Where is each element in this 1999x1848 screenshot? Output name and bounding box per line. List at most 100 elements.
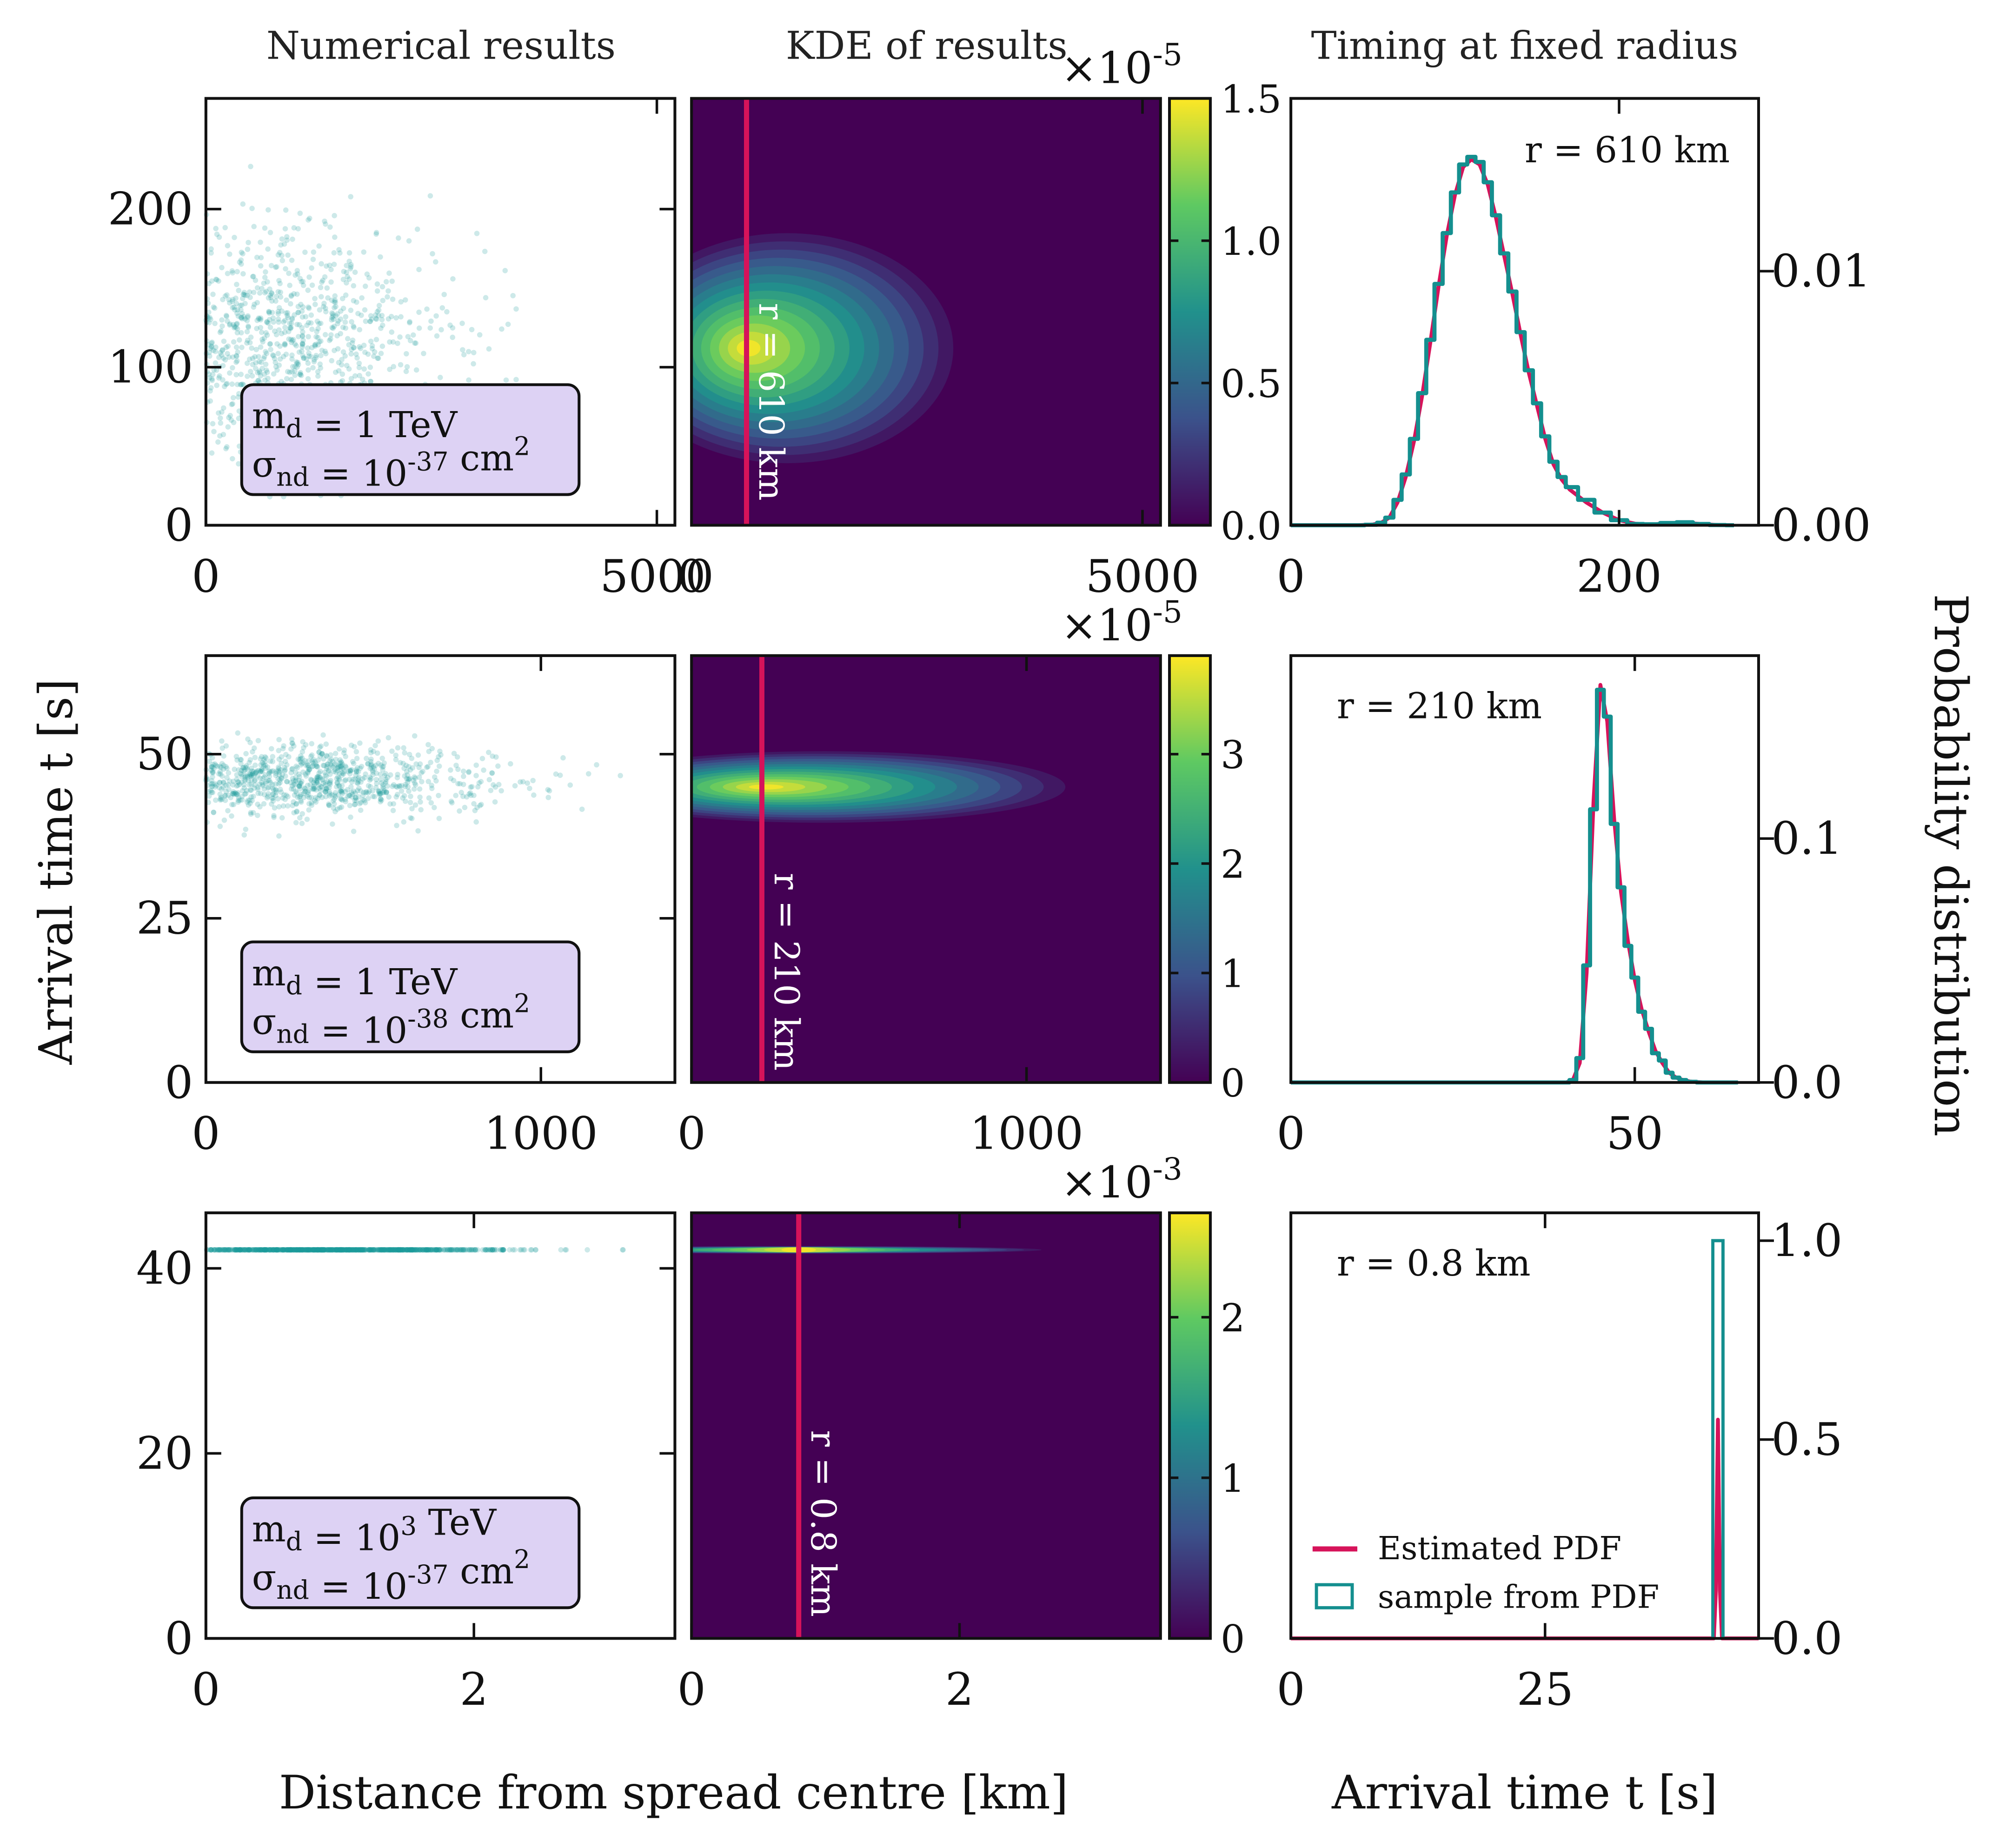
scatter-point xyxy=(255,378,261,384)
scatter-point xyxy=(323,741,329,747)
scatter-point xyxy=(331,250,337,256)
scatter-point xyxy=(303,314,309,319)
scatter-point xyxy=(259,359,264,365)
colorbar-tick-label: 1.0 xyxy=(1221,219,1282,264)
scatter-point xyxy=(232,766,237,772)
scatter-point xyxy=(308,753,314,759)
scatter-point xyxy=(376,312,382,319)
scatter-point xyxy=(426,795,432,801)
scatter-point xyxy=(210,761,216,767)
scatter-point xyxy=(416,325,422,331)
scatter-point xyxy=(317,307,323,313)
scatter-point xyxy=(347,768,353,774)
scatter-point xyxy=(466,349,472,354)
scatter-point xyxy=(333,304,339,310)
scatter-point xyxy=(309,326,315,332)
scatter-point xyxy=(453,792,458,798)
radius-label: r = 210 km xyxy=(766,873,806,1070)
scatter-point xyxy=(234,358,240,364)
scatter-point xyxy=(221,339,227,344)
scatter-point xyxy=(486,346,492,352)
scatter-point xyxy=(222,798,228,803)
scatter-point xyxy=(313,355,319,360)
scatter-point xyxy=(224,765,230,771)
scatter-point xyxy=(376,303,382,308)
scatter-point xyxy=(490,753,495,759)
scatter-point xyxy=(407,767,413,773)
scatter-point xyxy=(209,376,215,382)
scatter-point xyxy=(272,359,278,366)
scatter-point xyxy=(363,790,369,796)
scatter-point xyxy=(230,456,235,462)
scatter-point xyxy=(239,261,244,267)
scatter-point xyxy=(312,296,318,301)
x-tick-label: 1000 xyxy=(970,1108,1083,1160)
scatter-point xyxy=(384,790,389,796)
scatter-point xyxy=(277,343,283,349)
scatter-point xyxy=(218,328,224,334)
scatter-point xyxy=(436,792,441,798)
scatter-point xyxy=(255,812,260,818)
scatter-point xyxy=(372,766,378,772)
scatter-point xyxy=(267,230,273,235)
scatter-point xyxy=(231,322,236,327)
scatter-point xyxy=(217,779,222,785)
scatter-point xyxy=(384,790,389,795)
scatter-point xyxy=(323,306,328,311)
scatter-point xyxy=(332,751,339,757)
scatter-point xyxy=(211,810,217,815)
scatter-point xyxy=(298,756,304,762)
scatter-point xyxy=(226,782,231,788)
scatter-point xyxy=(216,234,222,240)
scatter-point xyxy=(315,369,321,375)
scatter-point xyxy=(258,1247,264,1253)
scatter-point xyxy=(353,798,359,804)
scatter-point xyxy=(317,361,323,367)
scatter-point xyxy=(244,765,250,771)
scatter-point xyxy=(237,337,242,343)
scatter-point xyxy=(357,765,363,771)
scatter-point xyxy=(319,794,325,800)
scatter-point xyxy=(274,341,280,347)
scatter-panel-row-1 xyxy=(203,730,623,839)
scatter-point xyxy=(368,750,374,756)
scatter-point xyxy=(215,439,221,445)
scatter-point xyxy=(316,749,322,755)
x-axis-label-time: Arrival time t [s] xyxy=(1331,1766,1718,1820)
scatter-point xyxy=(325,761,331,767)
scatter-point xyxy=(358,799,364,805)
scatter-point xyxy=(322,789,328,795)
scatter-point xyxy=(300,338,306,343)
scatter-point xyxy=(407,338,413,344)
scatter-point xyxy=(234,381,240,387)
scatter-point xyxy=(354,299,359,305)
scatter-point xyxy=(238,757,244,763)
scatter-point xyxy=(279,772,286,778)
scatter-point xyxy=(295,271,300,277)
scatter-point xyxy=(217,433,223,439)
scatter-point xyxy=(299,372,304,379)
scatter-point xyxy=(266,310,272,316)
scatter-point xyxy=(235,799,241,805)
scatter-point xyxy=(372,349,378,355)
scatter-point xyxy=(379,780,385,786)
scatter-point xyxy=(444,309,450,315)
x-tick-label: 200 xyxy=(1576,550,1662,602)
scatter-point xyxy=(239,302,245,308)
scatter-point xyxy=(415,752,421,758)
scatter-point xyxy=(233,295,239,301)
scatter-point xyxy=(300,769,306,775)
scatter-point xyxy=(273,771,279,776)
scatter-point xyxy=(234,353,239,359)
scatter-point xyxy=(308,777,314,782)
scatter-point xyxy=(219,745,226,751)
scatter-point xyxy=(336,368,342,374)
scatter-point xyxy=(358,788,364,794)
scatter-point xyxy=(279,775,284,781)
scatter-point xyxy=(579,806,585,812)
scatter-point xyxy=(367,365,373,370)
scatter-point xyxy=(299,308,305,314)
scatter-point xyxy=(327,771,333,777)
y-tick-label: 40 xyxy=(136,1242,193,1294)
scatter-point xyxy=(332,299,337,305)
